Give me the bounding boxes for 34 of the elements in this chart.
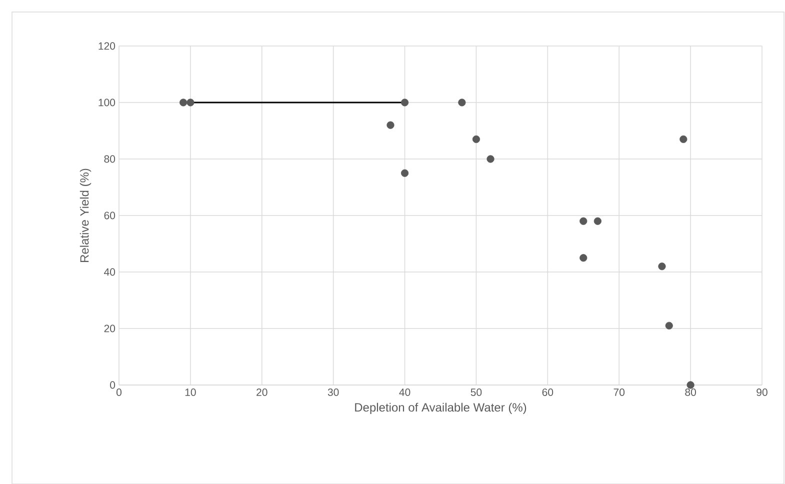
x-tick-label: 40 [399,388,410,396]
x-tick-label: 30 [328,388,339,396]
y-tick-label: 60 [104,212,116,220]
y-tick-label: 40 [104,268,116,276]
x-tick-label: 0 [116,388,122,396]
point [680,135,688,143]
point [400,169,409,177]
y-tick-label: 80 [104,155,116,163]
x-tick-label: 50 [470,388,482,396]
point [594,217,602,225]
point [580,217,588,225]
point [658,262,666,270]
point [580,254,588,262]
point [400,98,409,106]
x-tick-label: 60 [542,388,554,396]
x-tick-label: 20 [256,388,268,396]
point [472,135,480,143]
y-tick-label: 0 [110,381,116,389]
point [686,381,694,389]
point [180,98,188,106]
y-axis-title: Relative Yield (%) [80,168,92,262]
point [386,121,394,129]
point [458,98,466,106]
point [665,322,673,330]
x-tick-label: 10 [185,388,196,396]
point [486,155,494,163]
x-tick-label: 90 [756,388,768,396]
y-tick-label: 120 [98,42,116,50]
x-axis-title: Depletion of Available Water (%) [355,402,526,414]
x-tick-label: 70 [614,388,625,396]
x-tick-label: 80 [685,388,696,396]
y-tick-label: 100 [98,98,116,106]
point [186,98,194,106]
y-tick-label: 20 [104,324,116,332]
